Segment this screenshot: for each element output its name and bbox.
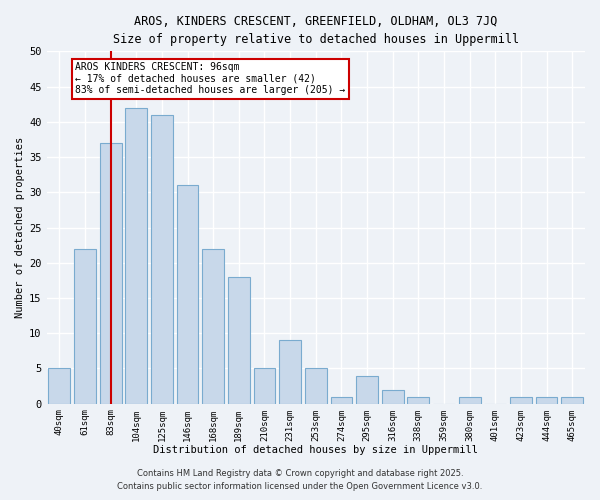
- Bar: [125, 108, 147, 404]
- Bar: [407, 396, 429, 404]
- Bar: [331, 396, 352, 404]
- Bar: [459, 396, 481, 404]
- Title: AROS, KINDERS CRESCENT, GREENFIELD, OLDHAM, OL3 7JQ
Size of property relative to: AROS, KINDERS CRESCENT, GREENFIELD, OLDH…: [113, 15, 519, 46]
- Bar: [202, 248, 224, 404]
- Y-axis label: Number of detached properties: Number of detached properties: [15, 137, 25, 318]
- Bar: [510, 396, 532, 404]
- Bar: [100, 143, 122, 404]
- Bar: [561, 396, 583, 404]
- Bar: [49, 368, 70, 404]
- X-axis label: Distribution of detached houses by size in Uppermill: Distribution of detached houses by size …: [153, 445, 478, 455]
- Text: AROS KINDERS CRESCENT: 96sqm
← 17% of detached houses are smaller (42)
83% of se: AROS KINDERS CRESCENT: 96sqm ← 17% of de…: [75, 62, 346, 95]
- Bar: [254, 368, 275, 404]
- Bar: [74, 248, 96, 404]
- Bar: [382, 390, 404, 404]
- Bar: [151, 115, 173, 404]
- Bar: [305, 368, 326, 404]
- Bar: [356, 376, 378, 404]
- Bar: [279, 340, 301, 404]
- Bar: [228, 277, 250, 404]
- Text: Contains HM Land Registry data © Crown copyright and database right 2025.
Contai: Contains HM Land Registry data © Crown c…: [118, 470, 482, 491]
- Bar: [176, 185, 199, 404]
- Bar: [536, 396, 557, 404]
